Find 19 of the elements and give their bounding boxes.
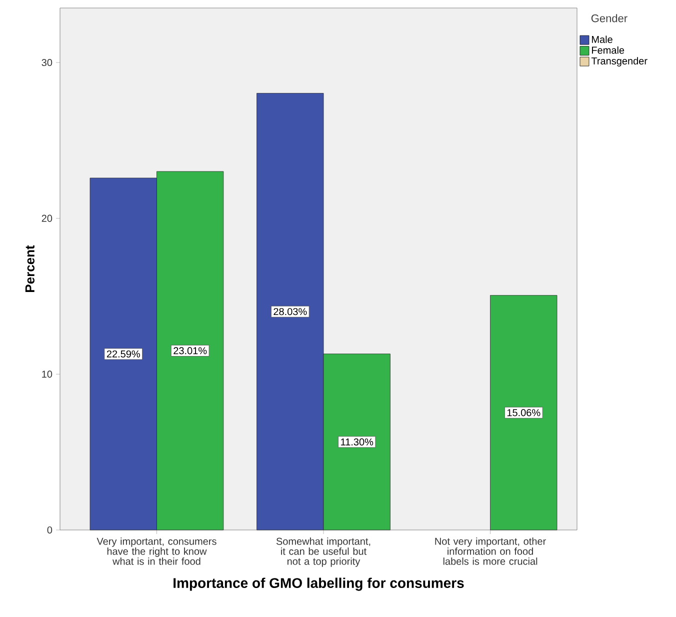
legend-label: Female bbox=[592, 46, 624, 54]
data-label: 22.59% bbox=[106, 350, 140, 358]
y-tick-label: 10 bbox=[42, 370, 52, 378]
legend-label: Male bbox=[592, 36, 612, 44]
y-tick-label: 30 bbox=[42, 58, 52, 66]
x-tick-label: Not very important, other information on food labels is more crucial bbox=[435, 538, 546, 565]
x-axis-title: Importance of GMO labelling for consumers bbox=[174, 578, 464, 591]
y-tick-label: 0 bbox=[47, 526, 52, 534]
data-label: 15.06% bbox=[507, 409, 540, 416]
x-tick-label: Somewhat important, it can be useful but not a top priority bbox=[276, 538, 370, 567]
legend-label: Transgender bbox=[591, 57, 648, 66]
legend-title: Gender bbox=[591, 14, 628, 22]
data-label: 23.01% bbox=[174, 347, 207, 354]
y-tick-label: 20 bbox=[42, 214, 52, 222]
bar bbox=[490, 295, 558, 530]
y-axis-title: Percent bbox=[25, 245, 34, 292]
data-label: 11.30% bbox=[341, 438, 374, 446]
data-label: 28.03% bbox=[274, 308, 307, 316]
x-tick-label: Very important, consumers have the right to know what is in their food bbox=[96, 538, 216, 565]
